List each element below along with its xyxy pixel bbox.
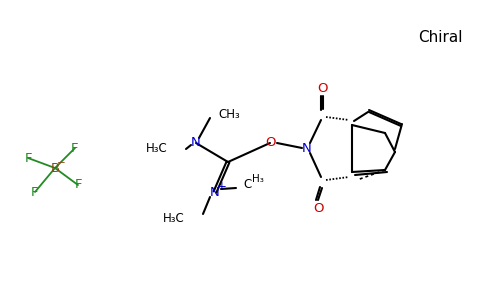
Text: F: F [71, 142, 79, 154]
Text: +: + [217, 181, 227, 194]
Text: CH₃: CH₃ [218, 109, 240, 122]
Text: Chiral: Chiral [418, 31, 462, 46]
Text: N: N [191, 136, 201, 149]
Text: F: F [31, 185, 39, 199]
Text: H₃C: H₃C [163, 212, 185, 224]
Text: N: N [210, 185, 220, 199]
Text: O: O [313, 202, 323, 214]
Text: H₃: H₃ [252, 174, 264, 184]
Text: C: C [244, 178, 252, 191]
Text: B: B [50, 161, 60, 175]
Text: F: F [74, 178, 82, 191]
Text: O: O [318, 82, 328, 94]
Text: −: − [57, 158, 65, 168]
Text: O: O [265, 136, 275, 149]
Text: F: F [24, 152, 32, 164]
Text: N: N [302, 142, 312, 154]
Text: H₃C: H₃C [146, 142, 168, 155]
